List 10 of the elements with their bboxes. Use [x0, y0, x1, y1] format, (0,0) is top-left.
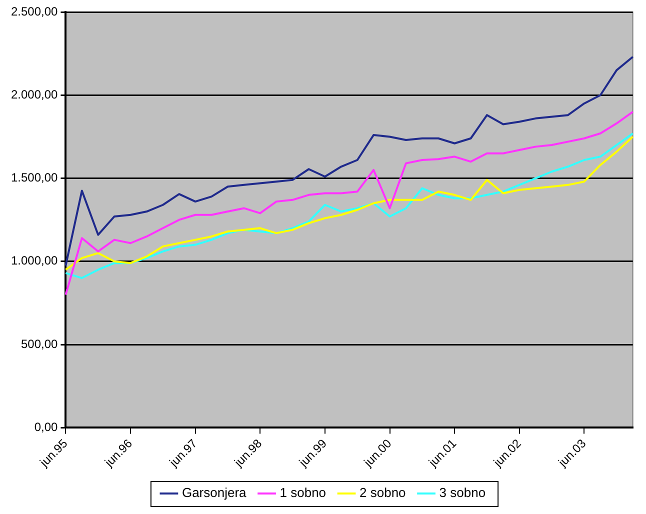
legend-label: 1 sobno: [280, 485, 326, 500]
legend-label: 3 sobno: [439, 485, 486, 500]
y-tick-label: 2.500,00: [10, 4, 58, 18]
y-tick-label: 1.000,00: [10, 254, 58, 268]
y-tick-label: 500,00: [21, 336, 58, 351]
y-tick-label: 0,00: [34, 420, 58, 434]
y-tick-label: 2.000,00: [10, 87, 58, 102]
legend-label: Garsonjera: [182, 485, 248, 500]
legend-label: 2 sobno: [360, 485, 406, 500]
y-tick-label: 1.500,00: [10, 170, 58, 185]
